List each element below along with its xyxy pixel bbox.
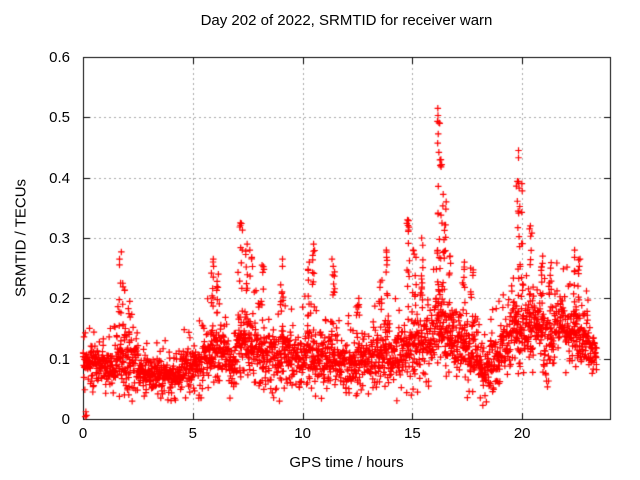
x-tick-label: 10 [294,425,311,442]
y-tick-label: 0.6 [49,49,70,66]
y-tick-label: 0 [61,411,70,428]
x-tick-label: 15 [404,425,421,442]
x-axis-label: GPS time / hours [289,454,404,471]
y-tick-label: 0.4 [49,169,70,187]
y-tick-label: 0.3 [49,230,70,247]
chart-title: Day 202 of 2022, SRMTID for receiver war… [200,12,493,29]
y-tick-label: 0.2 [49,290,70,308]
x-tick-label: 0 [78,425,88,442]
x-tick-label: 5 [188,425,197,442]
x-tick-label: 20 [513,425,531,442]
y-tick-label: 0.5 [49,109,70,127]
y-tick-label: 0.1 [49,350,70,368]
